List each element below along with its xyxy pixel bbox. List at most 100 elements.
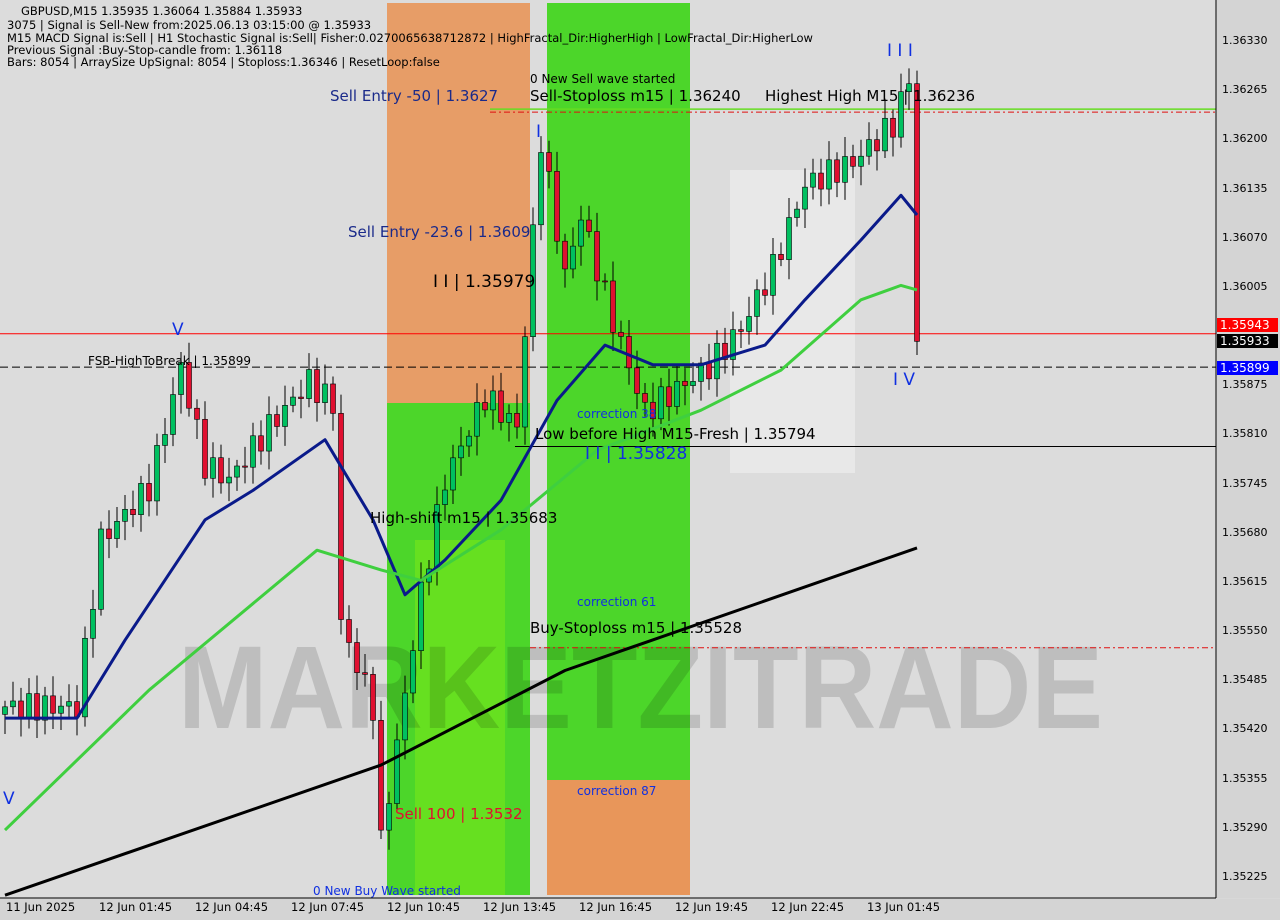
candle-body <box>634 367 640 394</box>
candle <box>42 686 48 735</box>
candle <box>122 495 128 541</box>
candle <box>346 605 352 658</box>
price-tick: 1.35485 <box>1222 673 1268 687</box>
candle-body <box>602 280 608 283</box>
candle-body <box>242 465 248 468</box>
candle-body <box>258 435 264 452</box>
candle <box>778 242 784 267</box>
candle <box>810 158 816 200</box>
candle-body <box>26 693 32 718</box>
sell-entry-50-label: Sell Entry -50 | 1.3627 <box>330 87 499 105</box>
high-shift-label: High-shift m15 | 1.35683 <box>370 509 558 527</box>
time-tick: 12 Jun 04:45 <box>195 900 269 914</box>
candle-body <box>354 642 360 673</box>
candle-body <box>802 186 808 210</box>
candle <box>506 404 512 442</box>
candle-body <box>290 396 296 406</box>
candle <box>906 68 912 110</box>
price-tick: 1.36135 <box>1222 181 1268 195</box>
candle-body <box>666 386 672 407</box>
candle-body <box>34 693 40 721</box>
candle-body <box>314 369 320 403</box>
candle <box>570 227 576 279</box>
moving-average-line-3 <box>4 546 918 897</box>
candle-body <box>170 394 176 435</box>
price-tick: 1.36070 <box>1222 230 1268 244</box>
wave-iv-label: I V <box>893 370 916 390</box>
candle <box>194 399 200 440</box>
candle <box>410 640 416 704</box>
candle <box>866 122 872 165</box>
candle <box>266 396 272 470</box>
correction-38-label: correction 38 <box>577 407 657 421</box>
candle-body <box>186 362 192 409</box>
candle-body <box>610 280 616 333</box>
candle-body <box>162 434 168 446</box>
candle-body <box>618 332 624 337</box>
candle-body <box>202 419 208 479</box>
candle <box>306 353 312 408</box>
candle-body <box>442 489 448 505</box>
candle <box>722 327 728 374</box>
candle-body <box>562 240 568 270</box>
price-tick: 1.35420 <box>1222 722 1268 736</box>
candle <box>642 382 648 417</box>
candle <box>730 311 736 376</box>
candle <box>82 626 88 727</box>
price-tick: 1.35290 <box>1222 820 1268 834</box>
candle-body <box>298 396 304 399</box>
time-tick: 12 Jun 10:45 <box>387 900 461 914</box>
correction-87-label: correction 87 <box>577 784 657 798</box>
candle-body <box>658 386 664 420</box>
candle <box>626 320 632 385</box>
candle <box>210 442 216 498</box>
candle-body <box>154 445 160 502</box>
candle <box>890 109 896 157</box>
candle-body <box>850 156 856 167</box>
candle <box>682 368 688 406</box>
candle <box>50 676 56 730</box>
candle <box>770 237 776 315</box>
candle <box>674 365 680 415</box>
signal-line: 3075 | Signal is Sell-New from:2025.06.1… <box>7 18 372 32</box>
candle-body <box>842 156 848 183</box>
price-tick: 1.35615 <box>1222 574 1268 588</box>
candle-body <box>738 329 744 332</box>
wave-ii-low-label: I I | 1.35828 <box>585 444 688 464</box>
candle-body <box>538 152 544 226</box>
wave-ii-high-label: I I | 1.35979 <box>433 272 536 292</box>
candle-body <box>122 509 128 522</box>
price-tick: 1.35550 <box>1222 624 1268 638</box>
candle <box>882 98 888 158</box>
sell-entry-23-label: Sell Entry -23.6 | 1.3609 <box>348 223 531 241</box>
candle <box>746 296 752 345</box>
price-tick: 1.35745 <box>1222 476 1268 490</box>
time-tick: 11 Jun 2025 <box>6 900 76 914</box>
candle <box>818 158 824 207</box>
candle-body <box>194 407 200 420</box>
candle-body <box>490 390 496 411</box>
candle <box>482 389 488 418</box>
symbol-line: GBPUSD,M15 1.35935 1.36064 1.35884 1.359… <box>21 4 303 18</box>
price-axis[interactable] <box>1217 0 1280 898</box>
candle <box>162 418 168 464</box>
candle-body <box>898 91 904 138</box>
candle-body <box>2 706 8 715</box>
time-axis[interactable] <box>0 899 1280 920</box>
candle-body <box>210 457 216 479</box>
candle-body <box>362 672 368 675</box>
candle-body <box>458 445 464 459</box>
candle-body <box>114 521 120 539</box>
candle-body <box>586 219 592 232</box>
candle <box>738 320 744 349</box>
candle <box>258 420 264 465</box>
candle <box>322 364 328 415</box>
candle <box>34 675 40 739</box>
candle <box>458 426 464 476</box>
price-tick: 1.35355 <box>1222 771 1268 785</box>
candle <box>442 474 448 521</box>
buy-zone-inner <box>415 540 505 895</box>
candle-body <box>18 700 24 718</box>
candle <box>66 684 72 720</box>
